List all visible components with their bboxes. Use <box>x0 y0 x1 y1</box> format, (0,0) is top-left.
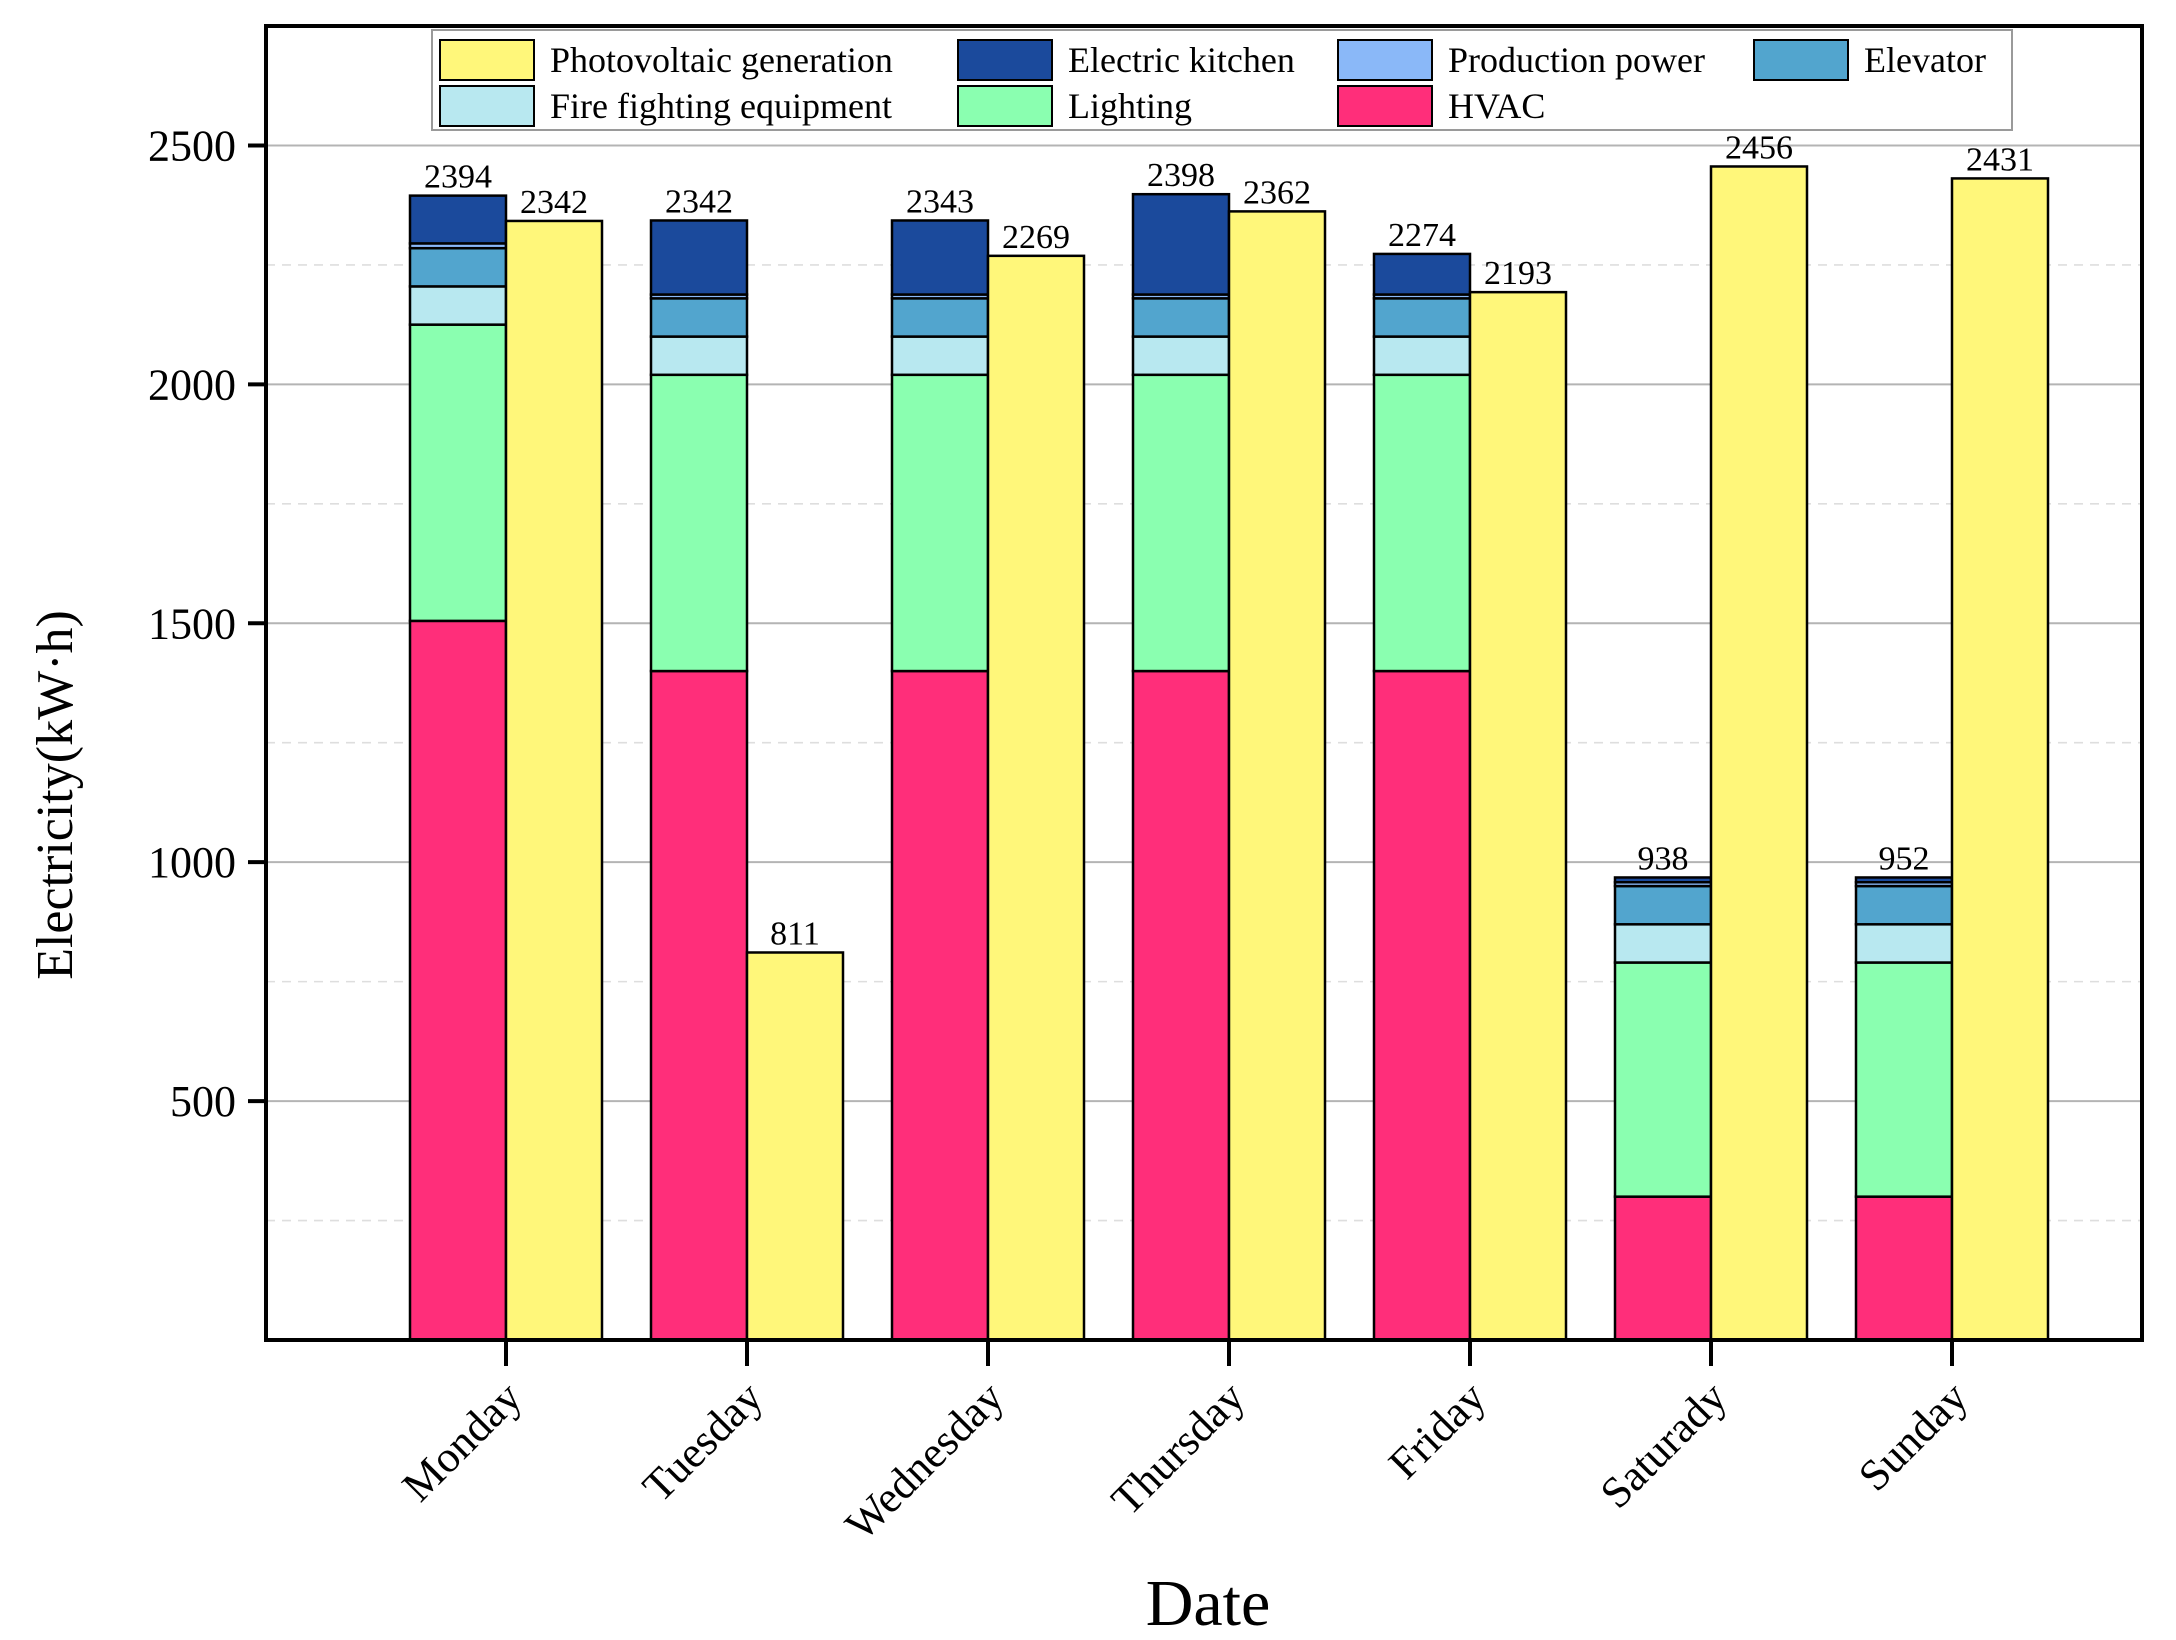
y-tick-label: 1500 <box>148 599 236 648</box>
legend: Photovoltaic generation Electric kitchen P… <box>431 29 2013 131</box>
legend-box <box>431 29 2013 131</box>
x-tick-label-tuesday: Tuesday <box>633 1372 772 1511</box>
bar-photovoltaic-thursday <box>1227 210 1327 1342</box>
bar-hvac-monday <box>408 619 508 1342</box>
bar-fire-fighting-equipment-tuesday <box>649 335 749 377</box>
bar-lighting-friday <box>1372 373 1472 673</box>
bar-elevator-saturady <box>1613 884 1713 926</box>
bar-hvac-wednesday <box>890 669 990 1342</box>
bar-lighting-wednesday <box>890 373 990 673</box>
legend-label-hvac: HVAC <box>1448 86 1545 126</box>
x-tick-label-sunday: Sunday <box>1849 1372 1977 1500</box>
x-tick-label-wednesday: Wednesday <box>836 1372 1013 1549</box>
bar-lighting-tuesday <box>649 373 749 673</box>
bar-elevator-friday <box>1372 297 1472 338</box>
bar-lighting-thursday <box>1131 373 1231 673</box>
bar-lighting-saturady <box>1613 961 1713 1198</box>
pv-value-label: 2342 <box>520 184 588 221</box>
bar-photovoltaic-saturady <box>1709 165 1809 1342</box>
y-tick-label: 2500 <box>148 121 236 170</box>
bar-elevator-wednesday <box>890 297 990 338</box>
pv-value-label: 2362 <box>1243 174 1311 211</box>
bar-hvac-tuesday <box>649 669 749 1342</box>
legend-label-fire-fighting-equipment: Fire fighting equipment <box>550 86 892 126</box>
bar-hvac-saturady <box>1613 1195 1713 1342</box>
bar-electric-kitchen-sunday <box>1854 876 1954 884</box>
bars-layer <box>408 165 2050 1342</box>
bar-electric-kitchen-monday <box>408 194 508 245</box>
bar-elevator-tuesday <box>649 297 749 338</box>
stack-total-label: 2274 <box>1388 217 1456 254</box>
pv-value-label: 811 <box>770 915 820 952</box>
legend-swatch-electric-kitchen <box>957 39 1053 81</box>
bar-photovoltaic-monday <box>504 219 604 1342</box>
y-axis-title: Electricity(kW·h) <box>27 610 84 980</box>
bar-electric-kitchen-saturady <box>1613 876 1713 884</box>
stack-total-label: 952 <box>1879 840 1930 877</box>
x-tick-label-friday: Friday <box>1379 1372 1495 1488</box>
bar-hvac-thursday <box>1131 669 1231 1342</box>
y-tick-label: 1000 <box>148 838 236 887</box>
bar-electric-kitchen-thursday <box>1131 192 1231 296</box>
legend-swatch-lighting <box>957 85 1053 127</box>
bar-lighting-sunday <box>1854 961 1954 1198</box>
bar-electric-kitchen-tuesday <box>649 219 749 296</box>
plot-frame <box>264 24 2144 1342</box>
bar-fire-fighting-equipment-monday <box>408 285 508 326</box>
y-tick-label: 2000 <box>148 360 236 409</box>
bar-elevator-sunday <box>1854 884 1954 926</box>
bar-photovoltaic-wednesday <box>986 254 1086 1342</box>
x-tick-label-saturady: Saturady <box>1591 1372 1736 1517</box>
stack-total-label: 2343 <box>906 183 974 220</box>
legend-label-lighting: Lighting <box>1068 86 1192 126</box>
x-tick-label-monday: Monday <box>393 1372 531 1510</box>
legend-swatch-elevator <box>1753 39 1849 81</box>
y-tick-label: 500 <box>170 1077 236 1126</box>
legend-swatch-photovoltaic-generation <box>439 39 535 81</box>
legend-label-photovoltaic-generation: Photovoltaic generation <box>550 40 893 80</box>
stack-total-label: 938 <box>1638 840 1689 877</box>
x-axis-title: Date <box>1146 1567 1271 1640</box>
bar-lighting-monday <box>408 323 508 623</box>
legend-label-elevator: Elevator <box>1864 40 1986 80</box>
bar-electric-kitchen-wednesday <box>890 219 990 296</box>
pv-value-label: 2193 <box>1484 255 1552 292</box>
stack-total-label: 2398 <box>1147 157 1215 194</box>
stack-total-label: 2394 <box>424 159 492 196</box>
legend-swatch-hvac <box>1337 85 1433 127</box>
bar-hvac-sunday <box>1854 1195 1954 1342</box>
bar-fire-fighting-equipment-friday <box>1372 335 1472 377</box>
pv-value-label: 2431 <box>1966 141 2034 178</box>
bar-fire-fighting-equipment-sunday <box>1854 923 1954 964</box>
bar-electric-kitchen-friday <box>1372 252 1472 296</box>
bar-photovoltaic-tuesday <box>745 951 845 1342</box>
legend-label-production-power: Production power <box>1448 40 1705 80</box>
bar-hvac-friday <box>1372 669 1472 1342</box>
bar-elevator-monday <box>408 246 508 288</box>
bar-fire-fighting-equipment-saturady <box>1613 923 1713 964</box>
x-tick-label-thursday: Thursday <box>1102 1372 1254 1524</box>
bar-fire-fighting-equipment-thursday <box>1131 335 1231 377</box>
bar-elevator-thursday <box>1131 297 1231 338</box>
labels-layer: 2394 2342 2342 811 2343 2269 2398 2362 2274 2193 9… <box>424 129 2034 952</box>
pv-value-label: 2456 <box>1725 129 1793 166</box>
stack-total-label: 2342 <box>665 183 733 220</box>
legend-swatch-production-power <box>1337 39 1433 81</box>
bar-fire-fighting-equipment-wednesday <box>890 335 990 377</box>
bar-photovoltaic-sunday <box>1950 177 2050 1342</box>
pv-value-label: 2269 <box>1002 219 1070 256</box>
bar-photovoltaic-friday <box>1468 290 1568 1342</box>
legend-label-electric-kitchen: Electric kitchen <box>1068 40 1295 80</box>
legend-swatch-fire-fighting-equipment <box>439 85 535 127</box>
